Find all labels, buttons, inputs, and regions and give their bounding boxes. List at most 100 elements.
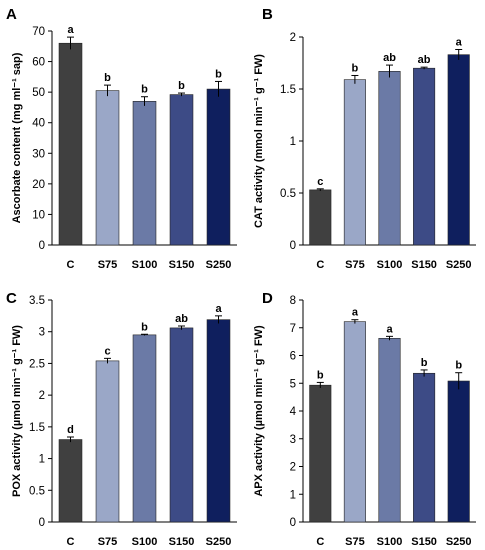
category-label: S75 (345, 536, 365, 548)
category-label: C (67, 259, 75, 271)
panel-letter: A (6, 6, 17, 23)
category-label: S100 (132, 259, 158, 271)
y-tick-label: 1 (39, 454, 45, 466)
bar-s100 (132, 101, 157, 246)
bar-s100 (132, 334, 157, 523)
category-label: S75 (98, 536, 118, 548)
category-label: S150 (411, 536, 437, 548)
significance-label: a (67, 24, 74, 36)
y-tick-label: 3 (39, 327, 45, 339)
significance-label: b (317, 369, 324, 381)
y-tick-label: 2 (290, 462, 296, 474)
category-label: S150 (411, 259, 437, 271)
bar-s75 (95, 360, 120, 523)
significance-label: b (141, 84, 148, 96)
significance-label: d (67, 424, 74, 436)
bar-s150 (169, 327, 194, 523)
significance-label: a (386, 323, 393, 335)
bar-s150 (413, 67, 436, 246)
category-label: S75 (98, 259, 118, 271)
panel-letter: D (262, 290, 273, 307)
category-label: S150 (169, 259, 195, 271)
significance-label: ab (383, 52, 396, 64)
bar-c (309, 384, 332, 523)
y-tick-label: 40 (32, 118, 45, 130)
y-tick-label: 5 (290, 378, 296, 390)
significance-label: c (104, 345, 110, 357)
bar-c (58, 439, 83, 523)
y-tick-label: 30 (32, 148, 45, 160)
chart-panel-b: B 0 0.5 1 1.5 2 CAT activity (mmol min⁻¹ g⁻¹ F… (253, 6, 476, 271)
bar-s100 (378, 71, 401, 246)
y-tick-label: 2.5 (29, 358, 45, 370)
y-tick-label: 0 (290, 517, 296, 529)
bar-s150 (169, 94, 194, 246)
y-tick-label: 2 (290, 32, 296, 44)
y-tick-label: 8 (290, 295, 296, 307)
significance-label: b (455, 360, 462, 372)
category-label: S100 (132, 536, 158, 548)
y-tick-label: 20 (32, 179, 45, 191)
y-tick-label: 10 (32, 209, 45, 221)
y-tick-label: 0.5 (280, 188, 296, 200)
y-tick-label: 60 (32, 57, 45, 69)
y-tick-label: 1 (290, 136, 296, 148)
chart-panel-a: A 0 10 20 30 40 50 60 70 Ascorbate content (mg ml… (6, 6, 237, 271)
chart-panel-c: C 0 0.5 1 1.5 2 2.5 3 3.5 POX activity (µmol min⁻… (6, 290, 237, 548)
y-axis-label: Ascorbate content (mg ml⁻¹ sap) (11, 52, 23, 223)
y-tick-label: 6 (290, 351, 296, 363)
significance-label: b (352, 62, 359, 74)
y-tick-label: 3.5 (29, 295, 45, 307)
bar-s250 (447, 54, 470, 246)
y-tick-label: 1.5 (280, 84, 296, 96)
significance-label: a (352, 307, 359, 319)
y-axis-label: APX activity (µmol min⁻¹ g⁻¹ FW) (253, 325, 265, 497)
category-label: S75 (345, 259, 365, 271)
significance-label: b (178, 80, 185, 92)
significance-label: a (456, 36, 463, 48)
category-label: C (316, 536, 324, 548)
significance-label: ab (175, 313, 188, 325)
y-tick-label: 0 (290, 240, 296, 252)
category-label: S250 (206, 259, 232, 271)
y-tick-label: 2 (39, 390, 45, 402)
significance-label: b (215, 68, 222, 80)
y-tick-label: 3 (290, 434, 296, 446)
bar-s250 (447, 380, 470, 523)
y-tick-label: 7 (290, 323, 296, 335)
bar-s250 (206, 319, 231, 523)
y-tick-label: 50 (32, 87, 45, 99)
chart-panel-d: D 0 1 2 3 4 5 6 7 8 APX activity (µmol min⁻¹ g⁻¹ F… (253, 290, 476, 548)
bar-s75 (95, 90, 120, 246)
bar-s150 (413, 372, 436, 523)
category-label: S250 (446, 536, 472, 548)
category-label: S150 (169, 536, 195, 548)
bar-s100 (378, 337, 401, 523)
category-label: S100 (377, 259, 403, 271)
y-tick-label: 1.5 (29, 422, 45, 434)
y-tick-label: 4 (290, 406, 297, 418)
category-label: C (67, 536, 75, 548)
category-label: S250 (446, 259, 472, 271)
significance-label: c (317, 176, 323, 188)
y-tick-label: 0 (39, 240, 45, 252)
panel-letter: C (6, 290, 17, 307)
y-axis-label: CAT activity (mmol min⁻¹ g⁻¹ FW) (253, 54, 265, 228)
significance-label: b (141, 321, 148, 333)
category-label: S250 (206, 536, 232, 548)
bar-c (58, 42, 83, 246)
y-tick-label: 1 (290, 489, 296, 501)
y-tick-label: 70 (32, 26, 45, 38)
significance-label: b (421, 357, 428, 369)
bar-s250 (206, 88, 231, 246)
bar-c (309, 189, 332, 246)
y-tick-label: 0.5 (29, 485, 45, 497)
bar-s75 (343, 79, 366, 246)
bar-s75 (343, 321, 366, 523)
panel-letter: B (262, 6, 273, 23)
category-label: C (316, 259, 324, 271)
significance-label: b (104, 72, 111, 84)
significance-label: ab (418, 54, 431, 66)
significance-label: a (215, 303, 222, 315)
